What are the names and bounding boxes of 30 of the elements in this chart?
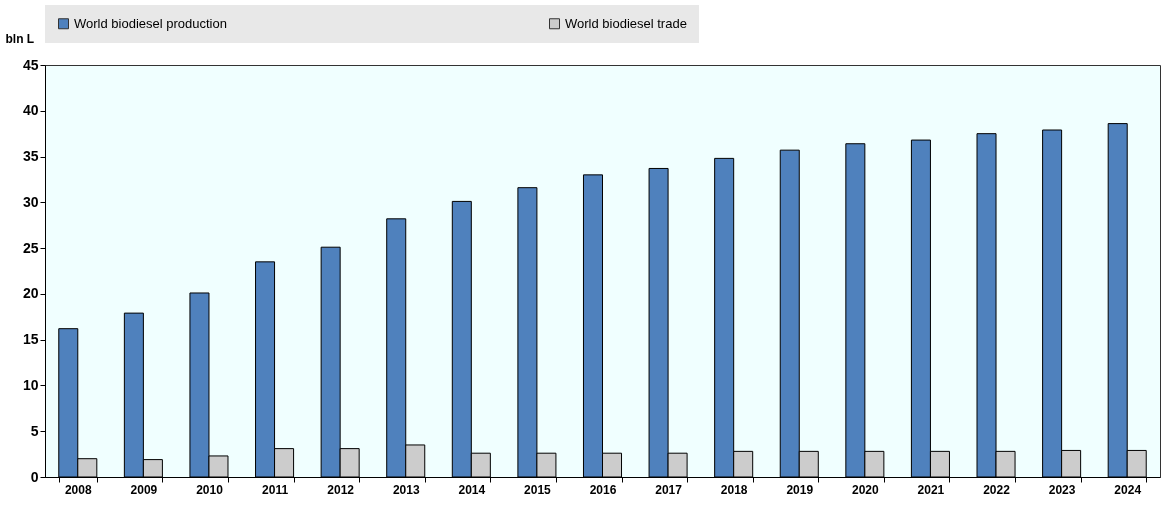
x-tick-label: 2016 (589, 482, 617, 497)
x-tick-label: 2009 (130, 482, 158, 497)
x-tick-label: 2014 (458, 482, 486, 497)
x-tick-label: 2010 (196, 482, 224, 497)
x-tick-label: 2019 (786, 482, 814, 497)
y-tick-label: 5 (30, 422, 39, 439)
y-tick-label: 0 (30, 468, 39, 485)
x-tick-label: 2011 (262, 482, 289, 497)
x-tick-label: 2017 (655, 482, 683, 497)
y-tick-label: 45 (22, 56, 39, 73)
x-tick-label: 2021 (917, 482, 945, 497)
x-tick-label: 2012 (327, 482, 355, 497)
y-tick-label: 10 (22, 376, 39, 393)
x-tick-label: 2023 (1048, 482, 1076, 497)
x-tick-label: 2015 (524, 482, 552, 497)
y-tick-label: 30 (22, 193, 39, 210)
x-tick-label: 2022 (983, 482, 1011, 497)
legend-label: World biodiesel trade (565, 15, 687, 31)
x-tick-label: 2024 (1114, 482, 1142, 497)
legend-label: World biodiesel production (74, 15, 227, 31)
x-tick-label: 2020 (852, 482, 880, 497)
y-tick-label: 15 (22, 331, 39, 348)
x-tick-label: 2013 (392, 482, 420, 497)
x-tick-label: 2008 (64, 482, 92, 497)
y-tick-label: 35 (22, 148, 39, 165)
y-axis-title: bln L (5, 31, 35, 46)
y-tick-label: 40 (22, 102, 39, 119)
y-tick-label: 25 (22, 239, 39, 256)
x-tick-label: 2018 (720, 482, 748, 497)
y-tick-label: 20 (22, 285, 39, 302)
